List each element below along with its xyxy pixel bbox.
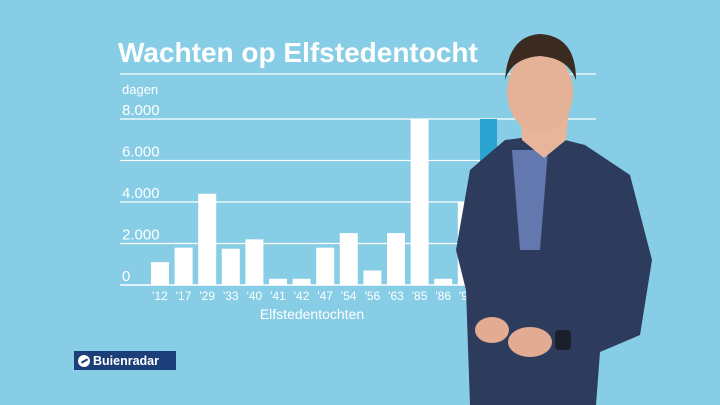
x-tick-labels: '12'17'29'33'40'41'42'47'54'56'63'85'86'… xyxy=(152,289,475,303)
x-tick-label: '33 xyxy=(223,289,239,303)
presenter-figure xyxy=(456,34,652,405)
bar xyxy=(292,278,311,285)
x-axis-label: Elfstedentochten xyxy=(260,306,364,322)
y-tick-label: 6.000 xyxy=(122,144,160,161)
y-tick-label: 4.000 xyxy=(122,185,160,202)
x-tick-label: '63 xyxy=(388,289,404,303)
bar xyxy=(387,233,405,285)
x-tick-label: '41 xyxy=(270,289,286,303)
x-tick-label: '17 xyxy=(176,289,192,303)
bar xyxy=(151,262,169,285)
x-tick-label: '86 xyxy=(435,289,451,303)
bar xyxy=(363,270,382,285)
logo-label: Buienradar xyxy=(93,353,159,368)
bar xyxy=(410,119,429,285)
chart-title: Wachten op Elfstedentocht xyxy=(118,37,478,68)
bar xyxy=(339,233,358,285)
x-tick-label: '42 xyxy=(294,289,310,303)
x-tick-label: '47 xyxy=(317,289,333,303)
x-tick-label: '29 xyxy=(199,289,215,303)
bar xyxy=(316,247,335,285)
y-tick-label: 0 xyxy=(122,268,130,285)
x-tick-label: '85 xyxy=(412,289,428,303)
x-tick-label: '40 xyxy=(247,289,263,303)
bar xyxy=(221,248,240,285)
y-axis-label: dagen xyxy=(122,82,158,97)
buienradar-logo: Buienradar xyxy=(74,351,176,370)
logo-icon xyxy=(78,354,90,367)
x-tick-label: '12 xyxy=(152,289,168,303)
y-tick-label: 2.000 xyxy=(122,227,160,244)
bar xyxy=(198,193,217,285)
bar xyxy=(245,239,264,285)
bar xyxy=(434,278,453,285)
bar xyxy=(174,247,193,285)
y-tick-label: 8.000 xyxy=(122,102,160,119)
x-tick-label: '56 xyxy=(365,289,381,303)
y-tick-labels: 0 2.000 4.000 6.000 8.000 xyxy=(122,102,160,285)
bar xyxy=(269,278,287,285)
x-tick-label: '54 xyxy=(341,289,357,303)
